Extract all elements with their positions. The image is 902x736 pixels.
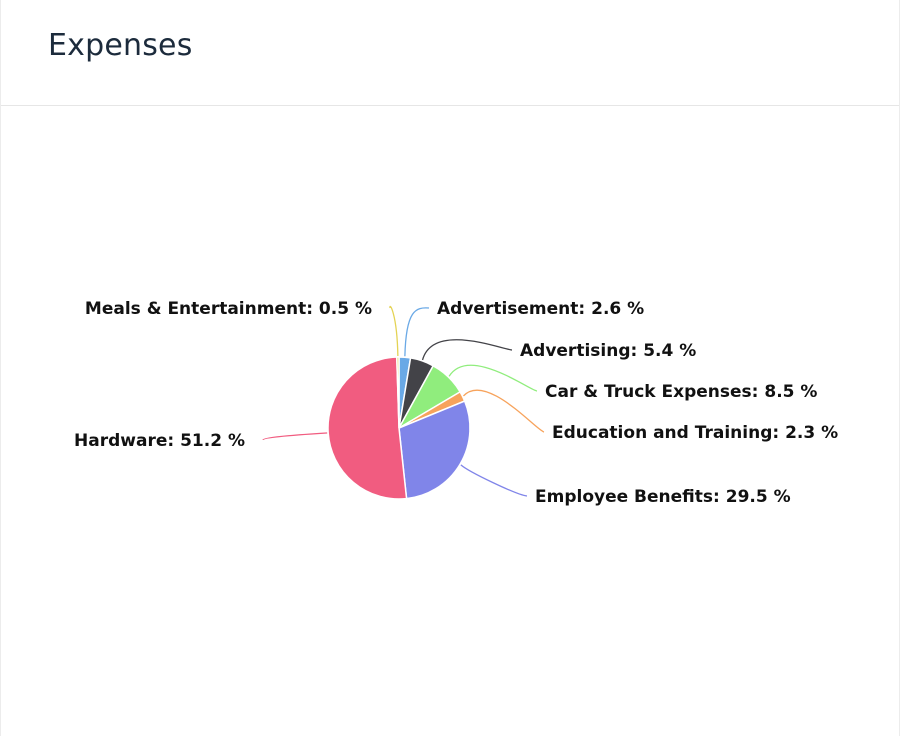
pie-slice-hardware[interactable] (327, 356, 408, 500)
pie-slice-employee-benefits[interactable] (398, 400, 471, 500)
card-title: Expenses (48, 28, 193, 63)
connector-meals-entertainment (389, 305, 399, 357)
data-label-education-and-training: Education and Training: 2.3 % (552, 423, 838, 443)
data-label-advertisement: Advertisement: 2.6 % (437, 299, 644, 319)
data-label-car-truck-expenses: Car & Truck Expenses: 8.5 % (545, 382, 817, 402)
data-label-employee-benefits: Employee Benefits: 29.5 % (535, 487, 791, 507)
connector-hardware (262, 432, 328, 441)
data-label-hardware: Hardware: 51.2 % (74, 431, 245, 451)
pie-slice-meals-entertainment[interactable] (395, 356, 400, 429)
connector-employee-benefits (460, 464, 528, 497)
data-label-advertising: Advertising: 5.4 % (520, 341, 696, 361)
connector-education-and-training (462, 389, 545, 433)
data-label-meals-entertainment: Meals & Entertainment: 0.5 % (85, 299, 372, 319)
connector-car-truck-expenses (448, 364, 538, 392)
card-header: Expenses (1, 0, 899, 106)
pie-chart: Advertisement: 2.6 % Advertising: 5.4 % Ca… (74, 299, 838, 507)
connector-advertising (421, 339, 513, 361)
connector-advertisement (404, 307, 430, 357)
